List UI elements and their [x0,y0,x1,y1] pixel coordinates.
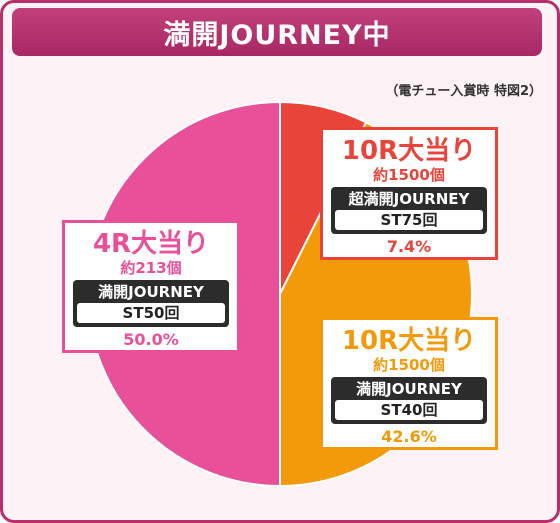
label-10r-st40: 10R大当り 約1500個 満開JOURNEY ST40回 42.6% [320,317,498,450]
label-10r-st75: 10R大当り 約1500個 超満開JOURNEY ST75回 7.4% [320,127,498,260]
chart-note: （電チュー入賞時 特図2） [385,84,542,99]
mode-name: 満開JOURNEY [98,283,204,301]
slice-label: 10R大当り [341,326,477,356]
mode-panel: 超満開JOURNEY ST75回 [331,187,487,234]
slice-percent: 7.4% [386,237,432,256]
slice-percent: 50.0% [123,330,179,349]
mode-panel: 満開JOURNEY ST50回 [73,280,229,327]
slice-label: 4R大当り [92,229,210,259]
slice-count: 約1500個 [373,356,445,374]
slice-label: 10R大当り [341,136,477,166]
mode-panel: 満開JOURNEY ST40回 [331,377,487,424]
st-count: ST50回 [77,303,225,323]
mode-name: 満開JOURNEY [356,380,462,398]
page-title: 満開JOURNEY中 [12,8,542,56]
st-count: ST75回 [335,210,483,230]
slice-count: 約213個 [120,259,182,277]
slice-count: 約1500個 [373,166,445,184]
mode-name: 超満開JOURNEY [348,190,470,208]
slice-percent: 42.6% [381,427,437,446]
label-4r: 4R大当り 約213個 満開JOURNEY ST50回 50.0% [62,220,240,353]
st-count: ST40回 [335,400,483,420]
